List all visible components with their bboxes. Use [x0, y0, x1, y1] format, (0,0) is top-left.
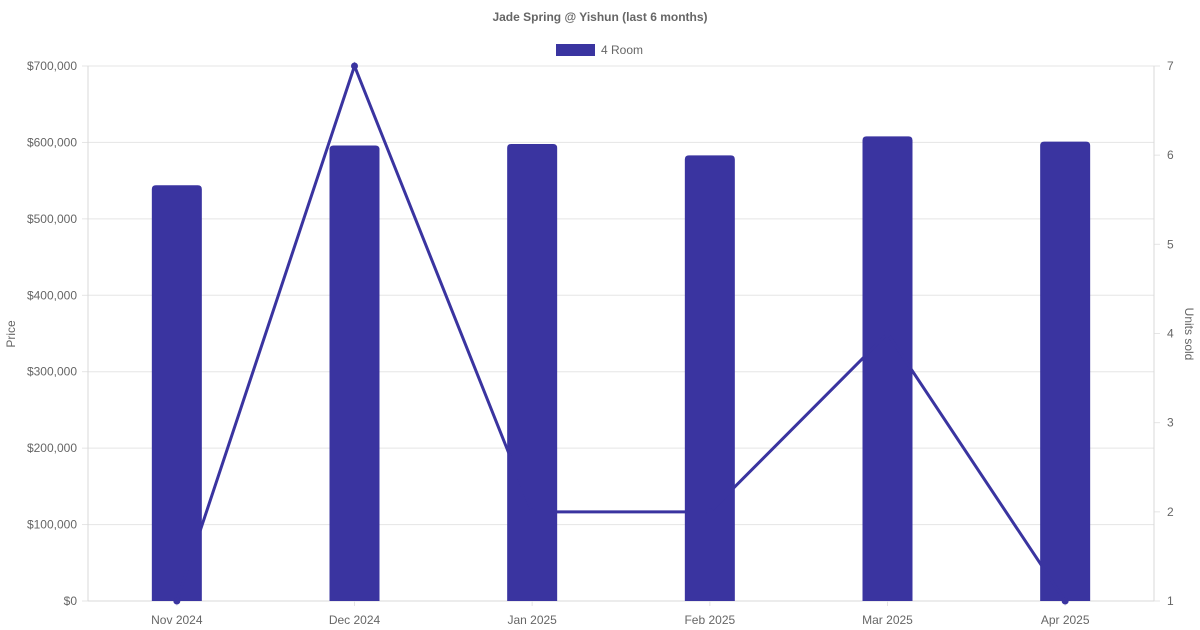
chart-title: Jade Spring @ Yishun (last 6 months) [492, 10, 707, 24]
y-right-tick-label: 4 [1167, 327, 1174, 341]
x-tick-label: Dec 2024 [329, 613, 381, 627]
bar[interactable] [329, 145, 380, 601]
line-point[interactable] [173, 597, 181, 605]
y-axis-left-title: Price [4, 320, 18, 348]
y-left-tick-label: $300,000 [27, 365, 77, 379]
x-tick-label: Feb 2025 [684, 613, 735, 627]
x-tick-label: Nov 2024 [151, 613, 203, 627]
line-point[interactable] [351, 62, 358, 70]
y-axis-right: 1 2 3 4 5 6 7 [1153, 59, 1174, 608]
line-point[interactable] [528, 508, 536, 516]
legend-swatch-4-room [556, 44, 595, 56]
line-point[interactable] [1061, 597, 1069, 605]
line-series [173, 61, 1069, 605]
y-right-tick-label: 2 [1167, 505, 1174, 519]
y-axis-right-title: Units sold [1182, 308, 1196, 361]
y-left-tick-label: $0 [64, 594, 78, 608]
y-right-tick-label: 5 [1167, 237, 1174, 251]
x-axis: Nov 2024 Dec 2024 Jan 2025 Feb 2025 Mar 2025… [151, 601, 1090, 627]
y-right-tick-label: 7 [1167, 59, 1174, 73]
y-left-tick-label: $400,000 [27, 288, 77, 302]
x-tick-label: Mar 2025 [862, 613, 913, 627]
y-right-tick-label: 1 [1167, 594, 1174, 608]
y-axis-left: $0 $100,000 $200,000 $300,000 $400,000 $500,0… [27, 59, 89, 608]
x-tick-label: Apr 2025 [1041, 613, 1090, 627]
y-right-tick-label: 6 [1167, 148, 1174, 162]
y-left-tick-label: $700,000 [27, 59, 77, 73]
bar[interactable] [1040, 141, 1091, 601]
x-tick-label: Jan 2025 [507, 613, 557, 627]
line-point[interactable] [706, 508, 714, 516]
y-left-tick-label: $100,000 [27, 518, 77, 532]
bar-series [151, 136, 1091, 602]
y-left-tick-label: $500,000 [27, 212, 77, 226]
y-left-tick-label: $200,000 [27, 441, 77, 455]
bar[interactable] [862, 136, 913, 602]
line-point[interactable] [884, 330, 891, 337]
y-left-tick-label: $600,000 [27, 135, 77, 149]
bar[interactable] [684, 155, 735, 601]
units-sold-line [175, 61, 1067, 602]
bar[interactable] [151, 185, 202, 601]
legend[interactable]: 4 Room [556, 43, 643, 57]
y-right-tick-label: 3 [1167, 416, 1174, 430]
legend-label-4-room: 4 Room [601, 43, 643, 57]
gridlines [88, 65, 1154, 602]
bar[interactable] [507, 143, 558, 601]
